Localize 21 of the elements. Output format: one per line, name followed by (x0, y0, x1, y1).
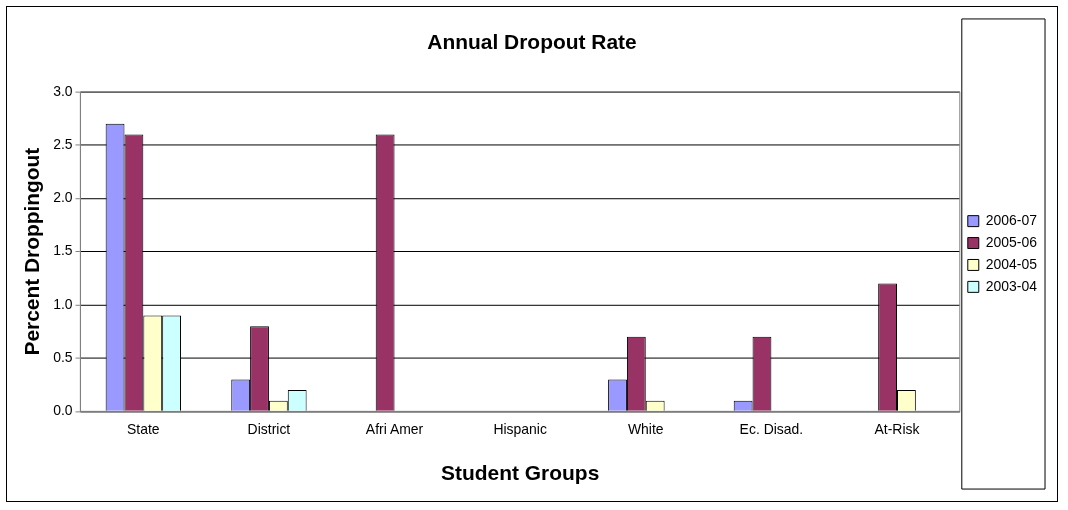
x-tick-label: Afri Amer (365, 420, 424, 437)
legend-label: 2005-06 (985, 233, 1038, 250)
y-tick-label: 0.5 (53, 348, 73, 365)
legend-label: 2003-04 (985, 277, 1038, 294)
legend-label: 2006-07 (985, 211, 1038, 228)
x-tick-label: At-Risk (874, 420, 920, 437)
y-tick-label: 2.0 (53, 189, 73, 206)
x-tick-label: District (247, 420, 291, 437)
y-tick-label: 3.0 (53, 82, 73, 99)
y-tick-label: 1.5 (53, 242, 73, 259)
x-tick-label: Hispanic (493, 420, 547, 437)
y-axis-title: Percent Droppingout (20, 147, 44, 356)
x-tick-label: Ec. Disad. (739, 420, 804, 437)
y-tick-label: 0.0 (53, 402, 73, 419)
legend-label: 2004-05 (985, 255, 1038, 272)
y-tick-label: 1.0 (53, 295, 73, 312)
chart-title: Annual Dropout Rate (427, 30, 637, 54)
x-tick-label: State (127, 420, 160, 437)
x-axis-title: Student Groups (441, 461, 600, 485)
y-tick-label: 2.5 (53, 135, 73, 152)
x-tick-label: White (627, 420, 664, 437)
